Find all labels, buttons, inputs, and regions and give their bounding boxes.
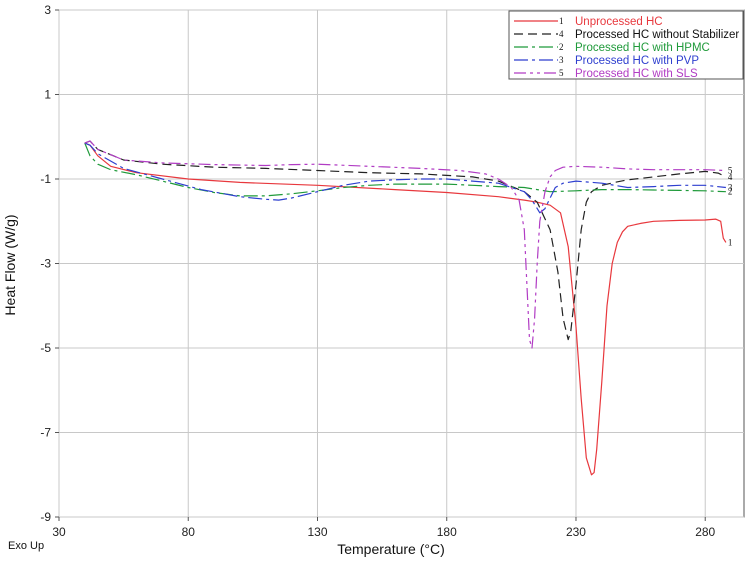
series-end-marker-1: 1	[728, 237, 733, 247]
series-group: 1 4 23 5	[84, 140, 733, 476]
series-end-marker-2: 2	[728, 187, 733, 197]
x-axis-label: Temperature (°C)	[337, 541, 445, 557]
x-tick-label: 80	[182, 525, 196, 539]
series-line-4	[84, 140, 727, 341]
grid	[58, 9, 744, 518]
legend-label-2: Processed HC with HPMC	[575, 42, 710, 54]
y-tick-label: -5	[40, 341, 51, 355]
legend-label-4: Processed HC without Stabilizer	[575, 29, 739, 41]
legend-label-3: Processed HC with PVP	[575, 55, 699, 67]
x-tick-label: 130	[307, 525, 327, 539]
exo-up-note: Exo Up	[8, 540, 45, 552]
y-axis-ticks: 3 1 -1 -3 -5 -7 -9	[40, 3, 59, 524]
series-line-5	[84, 140, 726, 349]
x-axis-ticks: 30 80 130 180 230 280	[52, 517, 716, 539]
legend-marker-2: 2	[559, 42, 564, 52]
legend-marker-5: 5	[559, 68, 564, 78]
y-tick-label: -9	[40, 510, 51, 524]
legend-marker-3: 3	[559, 55, 564, 65]
legend-label-5: Processed HC with SLS	[575, 68, 698, 80]
legend-marker-4: 4	[559, 29, 564, 39]
x-tick-label: 230	[566, 525, 586, 539]
series-end-marker-4: 4	[728, 172, 733, 182]
legend: 1 Unprocessed HC 4 Processed HC without Sta…	[508, 10, 744, 80]
legend-box	[508, 10, 744, 80]
series-end-marker-5: 5	[728, 166, 733, 176]
legend-label-1: Unprocessed HC	[575, 16, 663, 28]
y-tick-label: 3	[44, 3, 51, 17]
series-line-3	[84, 142, 726, 214]
y-tick-label: 1	[44, 88, 51, 102]
y-tick-label: -1	[40, 172, 51, 186]
legend-marker-1: 1	[559, 16, 564, 26]
x-tick-label: 280	[695, 525, 715, 539]
series-line-1	[84, 142, 727, 476]
y-axis-label: Heat Flow (W/g)	[2, 214, 18, 315]
series-line-2	[84, 142, 726, 197]
x-tick-label: 180	[437, 525, 457, 539]
series-end-marker-3: 3	[728, 182, 733, 192]
y-tick-label: -3	[40, 257, 51, 271]
x-tick-label: 30	[52, 525, 66, 539]
y-tick-label: -7	[40, 426, 51, 440]
